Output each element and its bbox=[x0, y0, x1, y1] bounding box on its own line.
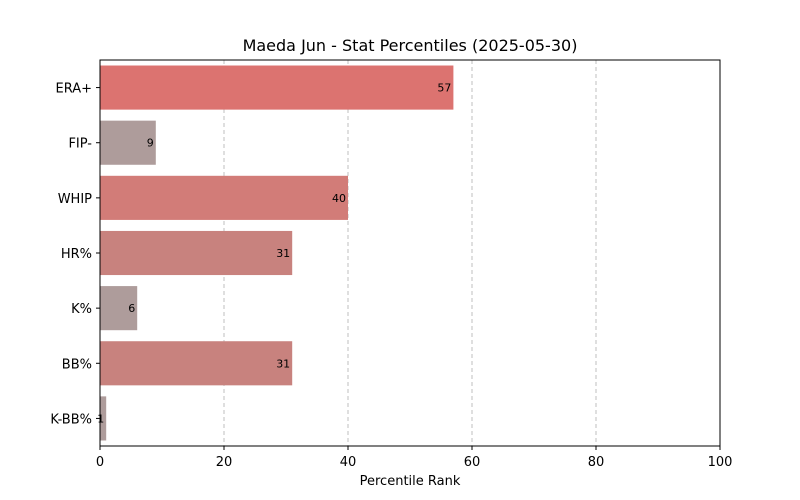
bar-value-label: 9 bbox=[147, 137, 154, 150]
bar-value-label: 6 bbox=[128, 302, 135, 315]
y-tick-label: K-BB% bbox=[50, 412, 92, 427]
x-tick-label: 20 bbox=[216, 455, 233, 470]
data-labels-group: 57 9 40 31 6 31 1 bbox=[97, 82, 451, 426]
y-tick-label: FIP- bbox=[68, 137, 92, 152]
y-tick-label: ERA+ bbox=[55, 82, 92, 97]
y-tick-label: K% bbox=[71, 302, 92, 317]
bar-value-label: 31 bbox=[276, 357, 290, 370]
bar bbox=[100, 65, 454, 110]
bar bbox=[100, 396, 107, 441]
x-axis-label: Percentile Rank bbox=[360, 474, 461, 489]
y-tick-label: HR% bbox=[61, 247, 92, 262]
x-axis-ticks: 0 20 40 60 80 100 bbox=[96, 446, 733, 470]
bar bbox=[100, 341, 293, 386]
x-tick-label: 40 bbox=[340, 455, 357, 470]
chart-title: Maeda Jun - Stat Percentiles (2025-05-30… bbox=[243, 36, 578, 55]
bar bbox=[100, 175, 348, 220]
y-tick-label: BB% bbox=[62, 357, 92, 372]
bar bbox=[100, 120, 156, 165]
bar-value-label: 40 bbox=[332, 192, 346, 205]
x-tick-label: 0 bbox=[96, 455, 104, 470]
bar-value-label: 1 bbox=[97, 412, 104, 425]
y-tick-label: WHIP bbox=[58, 192, 92, 207]
y-axis-ticks: ERA+ FIP- WHIP HR% K% BB% K-BB% bbox=[50, 82, 100, 427]
x-tick-label: 60 bbox=[464, 455, 481, 470]
bar-value-label: 31 bbox=[276, 247, 290, 260]
bars-group bbox=[100, 65, 454, 441]
bar bbox=[100, 230, 293, 276]
bar-value-label: 57 bbox=[437, 82, 451, 95]
bar bbox=[100, 286, 138, 331]
x-tick-label: 100 bbox=[708, 455, 733, 470]
x-tick-label: 80 bbox=[588, 455, 605, 470]
